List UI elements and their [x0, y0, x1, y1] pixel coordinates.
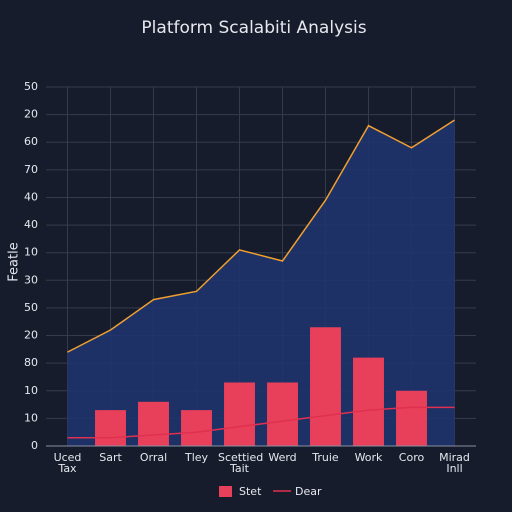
area-line [67, 119, 455, 353]
x-tick-label: Uced Tax [53, 451, 82, 475]
y-tick-label: 60 [24, 135, 38, 148]
bar [224, 382, 255, 446]
bar [310, 327, 341, 446]
y-axis-label: Featle [7, 242, 22, 281]
y-tick-label: 50 [24, 301, 38, 314]
x-tick-label: Tley [184, 451, 209, 464]
y-tick-label: 50 [24, 80, 38, 93]
y-tick-label: 10 [24, 384, 38, 397]
bar [138, 401, 169, 446]
bar [267, 382, 298, 446]
y-tick-label: 70 [24, 163, 38, 176]
legend-label: Stet [239, 485, 262, 498]
bar [95, 410, 126, 446]
y-tick-label: 40 [24, 190, 38, 203]
x-tick-label: Scettied Tait [218, 451, 264, 475]
x-tick-label: Sart [99, 451, 122, 464]
chart-title: Platform Scalabiti Analysis [141, 18, 366, 38]
legend-label: Dear [295, 485, 322, 498]
bar [396, 390, 427, 446]
y-tick-label: 10 [24, 246, 38, 259]
x-tick-label: Orral [139, 451, 168, 464]
y-tick-label: 0 [31, 439, 38, 452]
bar [181, 410, 212, 446]
line [67, 406, 455, 439]
y-tick-label: 20 [24, 329, 38, 342]
x-tick-label: Truie [312, 451, 339, 464]
x-tick-label: Werd [268, 451, 297, 464]
y-tick-label: 80 [24, 356, 38, 369]
bar [353, 357, 384, 446]
y-tick-label: 10 [24, 411, 38, 424]
y-tick-label: 20 [24, 108, 38, 121]
legend-swatch [219, 486, 232, 497]
x-tick-label: Work [354, 451, 383, 464]
x-tick-label: Coro [398, 451, 425, 464]
y-tick-label: 40 [24, 218, 38, 231]
y-tick-label: 30 [24, 273, 38, 286]
x-tick-label: Mirad Inll [439, 451, 470, 475]
